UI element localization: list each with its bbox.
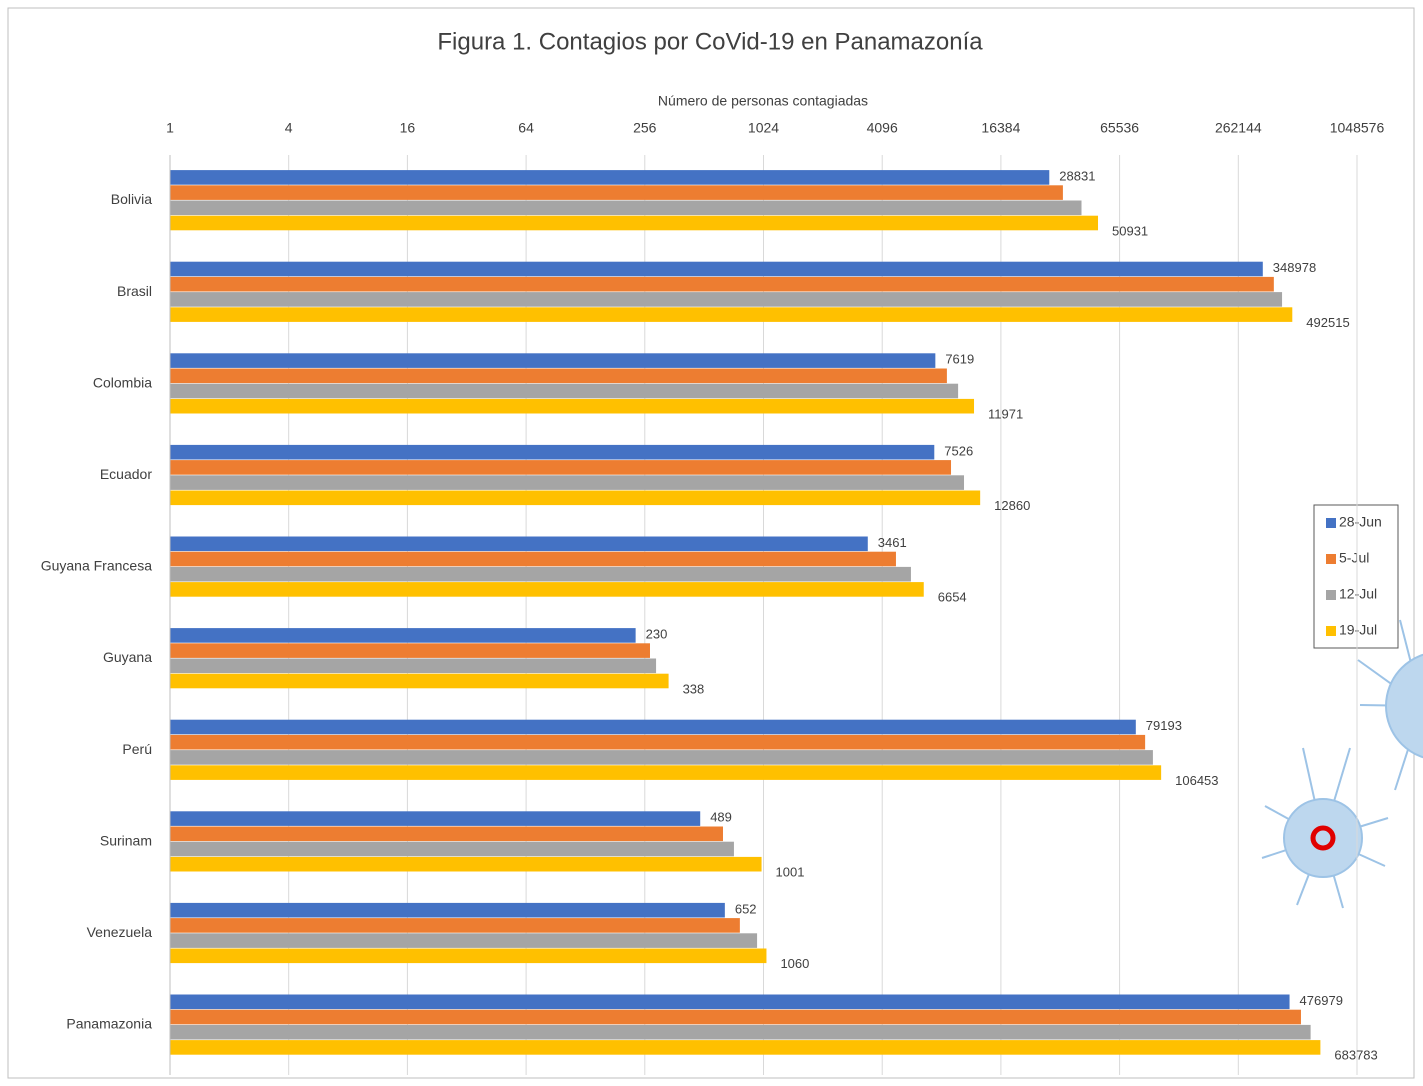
bar [170,490,981,506]
x-tick-label: 16384 [981,120,1020,136]
bar [170,628,636,643]
data-label: 50931 [1112,223,1148,238]
bar [170,292,1283,307]
data-label: 652 [735,901,757,916]
bar [170,765,1162,780]
virus-decoration [1261,619,1423,909]
bar [170,856,762,872]
data-label: 683783 [1334,1048,1377,1063]
legend-swatch [1326,518,1336,528]
x-tick-label: 65536 [1100,120,1139,136]
y-tick-label: Surinam [100,832,152,848]
data-label: 79193 [1146,718,1182,733]
bar [170,566,911,582]
data-label: 1001 [776,865,805,880]
data-label: 348978 [1273,260,1316,275]
legend-label: 12-Jul [1339,586,1377,602]
bar [170,170,1050,185]
x-tick-label: 262144 [1215,120,1262,136]
bar [170,658,657,674]
bar [170,383,959,399]
bar [170,185,1063,200]
bar [170,398,975,414]
y-tick-label: Colombia [93,374,152,390]
data-label: 6654 [938,590,967,605]
bar [170,811,701,826]
data-label: 12860 [994,498,1030,513]
bar [170,536,868,552]
x-tick-label: 16 [400,120,416,136]
data-label: 3461 [878,535,907,550]
data-label: 230 [646,627,668,642]
bar [170,902,725,918]
legend-label: 28-Jun [1339,514,1382,530]
bar [170,918,740,933]
bar [170,734,1146,750]
legend-swatch [1326,590,1336,600]
x-tick-label: 64 [518,120,534,136]
bar [170,826,723,842]
bar [170,1009,1301,1025]
bar [170,307,1293,322]
data-label: 106453 [1175,773,1218,788]
bar [170,582,924,597]
legend-label: 19-Jul [1339,622,1377,638]
bar [170,1040,1321,1055]
bar [170,215,1099,231]
x-tick-label: 4096 [867,120,898,136]
x-tick-label: 1024 [748,120,779,136]
bar [170,200,1082,216]
data-label: 492515 [1306,315,1349,330]
y-tick-label: Venezuela [87,924,153,940]
x-tick-label: 4 [285,120,293,136]
bar [170,551,896,567]
bar [170,719,1136,735]
data-label: 28831 [1059,169,1095,184]
y-tick-label: Bolivia [111,191,152,207]
bar [170,261,1263,277]
y-tick-label: Guyana Francesa [41,558,152,574]
y-tick-label: Brasil [117,283,152,299]
bar [170,276,1274,292]
y-tick-label: Ecuador [100,466,152,482]
bar [170,444,935,460]
x-axis-title: Número de personas contagiadas [658,93,868,109]
bar [170,750,1153,765]
x-tick-label: 1048576 [1330,120,1385,136]
bar [170,643,650,658]
data-label: 11971 [988,407,1023,422]
bar [170,368,947,384]
chart-title: Figura 1. Contagios por CoVid-19 en Pana… [437,28,983,55]
legend-swatch [1326,626,1336,636]
x-tick-label: 1 [166,120,174,136]
x-tick-label: 256 [633,120,657,136]
bar [170,1024,1311,1040]
data-label: 1060 [780,956,809,971]
legend-label: 5-Jul [1339,550,1369,566]
data-label: 7619 [945,352,974,367]
bar [170,353,936,368]
bar [170,673,669,689]
bar [170,841,734,857]
data-label: 489 [710,810,732,825]
legend-swatch [1326,554,1336,564]
data-label: 7526 [944,443,973,458]
legend-box [1313,504,1399,649]
bar [170,994,1290,1010]
y-tick-label: Panamazonia [66,1016,152,1032]
legend: 28-Jun 5-Jul 12-Jul 19-Jul [1313,504,1399,649]
y-tick-label: Perú [122,741,152,757]
bar [170,460,952,475]
bar [170,933,758,948]
y-tick-label: Guyana [103,649,152,665]
data-label: 338 [683,681,705,696]
data-label: 476979 [1300,993,1343,1008]
bar [170,948,767,964]
bar [170,475,965,490]
